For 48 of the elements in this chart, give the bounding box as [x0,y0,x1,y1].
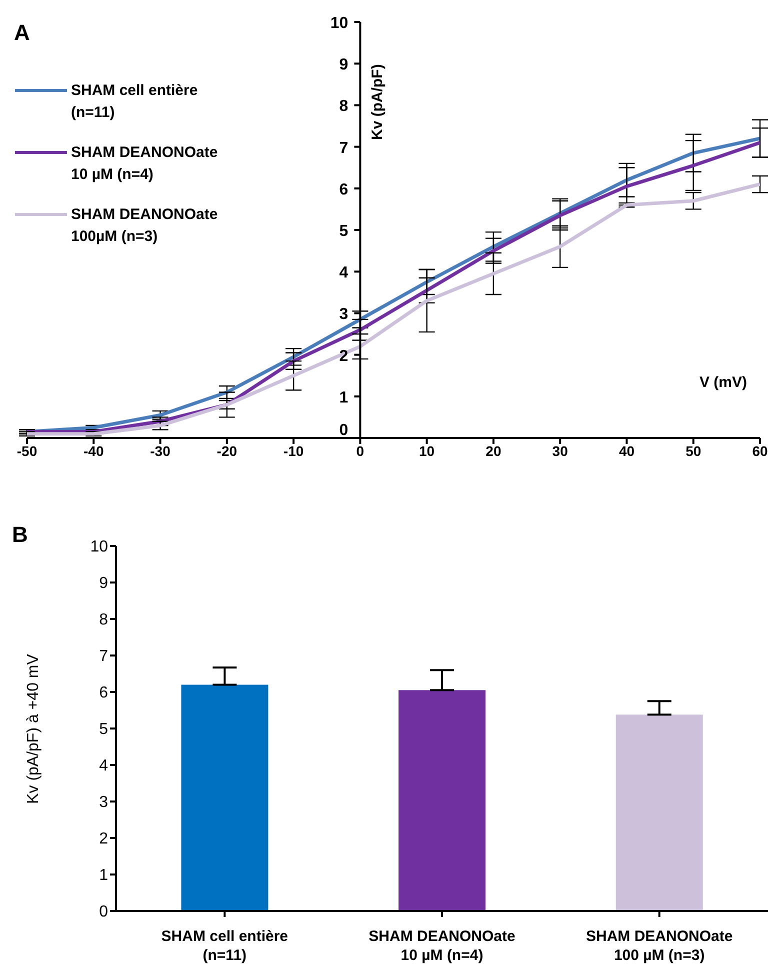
y-axis-title: Kv (pA/pF) à +40 mV [25,653,42,804]
y-tick-label: 8 [99,612,108,629]
y-tick-label: 9 [99,575,108,592]
y-tick-label: 10 [90,538,108,556]
y-tick-label: 2 [99,830,108,848]
y-tick-label: 1 [99,867,108,884]
y-tick-label: 10 [330,15,348,32]
x-tick-label: 60 [752,442,768,459]
chart-title: B [12,522,28,548]
x-tick-label: 40 [618,442,635,459]
y-axis-title: Kv (pA/pF) [369,64,386,140]
y-tick-label: 3 [339,306,348,324]
x-tick-label: 0 [356,442,364,459]
x-tick-label: -50 [16,442,38,459]
x-tick-label: -10 [283,442,304,459]
y-tick-label: 6 [99,684,108,702]
y-tick-label: 7 [339,140,348,157]
y-tick-label: 4 [339,264,348,282]
x-tick-label: 30 [552,442,568,459]
x-tick-label: 50 [686,442,702,459]
x-tick-label: 10 [419,442,435,459]
y-tick-label: 7 [99,648,108,666]
y-tick-label: 5 [339,223,348,240]
x-tick-label: -30 [150,442,171,459]
x-tick-label: SHAM cell entière (n=11) [161,928,288,964]
y-tick-label: 0 [339,422,348,439]
legend-label: SHAM cell entière (n=11) [71,81,198,123]
y-tick-label: 2 [339,348,348,365]
bar [616,714,703,911]
y-tick-label: 0 [99,904,108,921]
bar [398,690,486,911]
x-tick-label: SHAM DEANONOate 10 µM (n=4) [368,928,516,964]
x-tick-label: -20 [216,442,238,459]
x-tick-label: -40 [84,442,104,459]
y-tick-label: 9 [339,56,348,74]
y-tick-label: 8 [339,98,348,116]
x-tick-label: SHAM DEANONOate 100 µM (n=3) [586,928,733,964]
chart-title: A [14,20,30,46]
x-axis-title: V (mV) [699,374,747,391]
legend-label: SHAM DEANONOate 10 µM (n=4) [71,143,218,185]
x-tick-label: 20 [486,442,502,459]
y-tick-label: 3 [99,794,108,812]
legend-label: SHAM DEANONOate 100µM (n=3) [71,205,218,247]
y-tick-label: 1 [339,389,348,406]
bar [181,684,268,911]
y-tick-label: 5 [99,721,108,738]
y-tick-label: 4 [99,758,108,775]
y-tick-label: 6 [339,181,348,198]
